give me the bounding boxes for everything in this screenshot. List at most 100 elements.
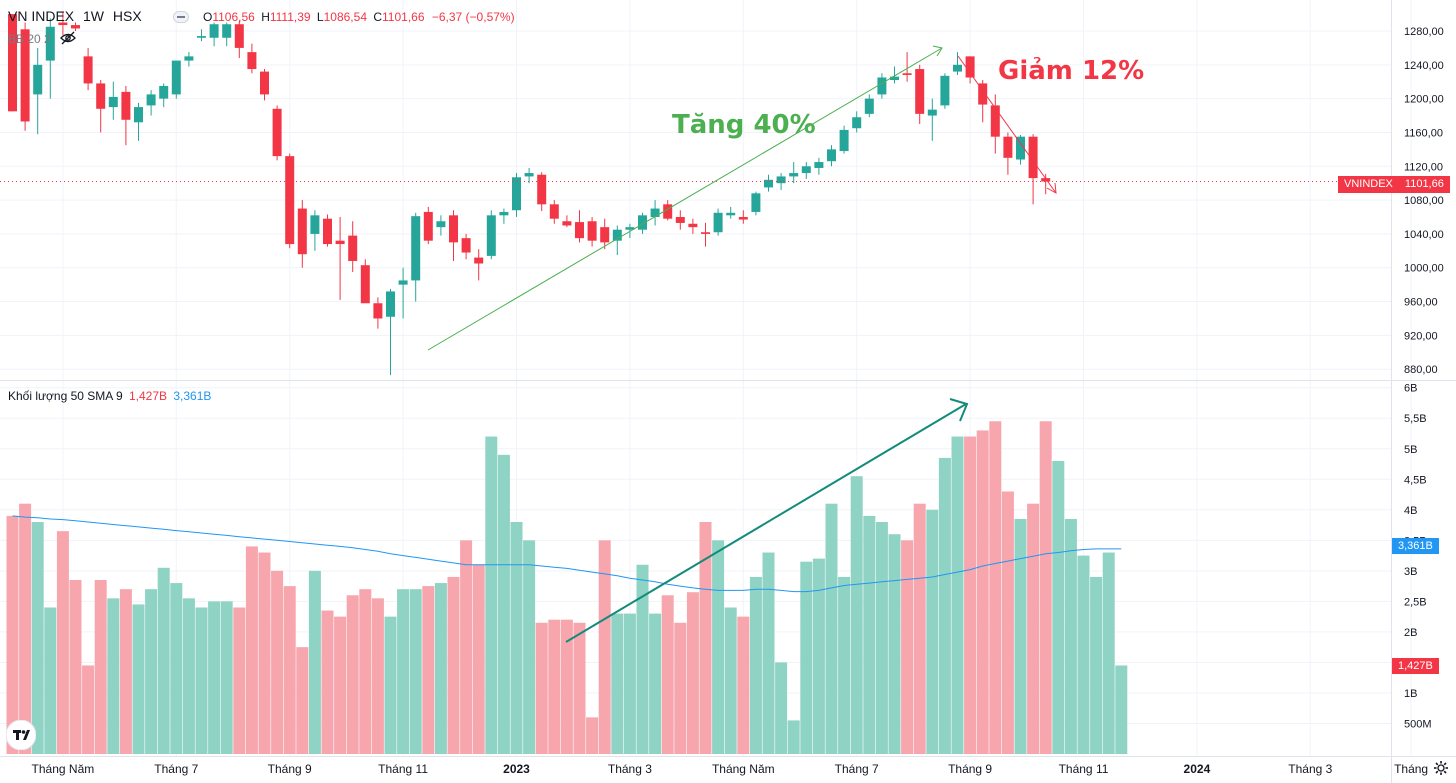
low-label: L	[316, 10, 324, 24]
candle	[726, 206, 736, 219]
candle	[247, 43, 257, 74]
price-tick-label: 1080,00	[1404, 195, 1444, 207]
candle-body	[33, 64, 43, 95]
time-axis-labels: Tháng Năm Tháng 7 Tháng 9 Tháng 11 2023 Tháng…	[32, 762, 1429, 776]
volume-tick-label: 4B	[1404, 505, 1417, 517]
candle	[335, 217, 345, 300]
volume-bar	[762, 552, 775, 754]
volume-bar	[220, 601, 233, 754]
volume-bar	[485, 436, 498, 754]
volume-bar	[636, 564, 649, 754]
collapse-pill-icon[interactable]	[173, 11, 189, 23]
symbol-name[interactable]: VN INDEX	[8, 8, 75, 24]
volume-bar	[1090, 576, 1103, 754]
volume-tick-label: 500M	[1404, 718, 1432, 730]
volume-bar	[586, 717, 599, 754]
volume-legend[interactable]: Khối lượng 50 SMA 9 1,427B 3,361B	[8, 389, 211, 403]
volume-tick-label: 6B	[1404, 383, 1417, 395]
open-label: O	[203, 10, 213, 24]
candle-body	[965, 56, 975, 78]
volume-bar	[371, 598, 384, 754]
arrow-down-head-icon	[1046, 182, 1057, 194]
symbol-legend[interactable]: VN INDEX 1W HSX	[8, 8, 142, 24]
candle	[915, 64, 925, 125]
time-tick-label: Tháng Năm	[712, 762, 775, 776]
candle	[990, 94, 1000, 154]
candle	[474, 249, 484, 281]
candle-body	[915, 69, 925, 114]
vol-arrow-line	[565, 403, 967, 643]
price-tick-label: 1200,00	[1404, 94, 1444, 106]
candle	[171, 60, 181, 99]
eye-off-icon[interactable]	[60, 31, 76, 45]
last-price-badge: VNINDEX 1101,66	[1338, 176, 1450, 193]
candle-body	[1003, 136, 1013, 158]
volume-bar	[1027, 503, 1040, 754]
price-tick-label: 1240,00	[1404, 60, 1444, 72]
volume-tick-label: 1B	[1404, 688, 1417, 700]
candle	[738, 210, 748, 224]
candle-body	[701, 232, 710, 234]
volume-bar	[548, 619, 561, 754]
volume-bar	[976, 430, 989, 754]
candle-body	[222, 24, 232, 38]
high-value: 1111,39	[269, 10, 311, 24]
candle-body	[83, 56, 93, 84]
candle	[83, 47, 93, 91]
price-tick-label: 1160,00	[1404, 127, 1443, 139]
volume-bar	[472, 564, 485, 754]
candle-body	[814, 162, 824, 168]
candle-body	[562, 221, 572, 226]
candle-body	[310, 215, 320, 234]
volume-tick-label: 2,5B	[1404, 596, 1427, 608]
volume-legend-name[interactable]: Khối lượng 50 SMA 9	[8, 389, 123, 403]
candle-body	[726, 212, 736, 216]
volume-bar	[31, 522, 44, 754]
volume-bar	[182, 598, 195, 754]
candle-body	[58, 22, 68, 26]
candle	[360, 259, 370, 304]
sma-badge: 3,361B	[1392, 538, 1439, 554]
trend-arrows	[427, 45, 1057, 643]
close-value: 1101,66	[382, 10, 425, 24]
candle	[524, 167, 534, 184]
bb-indicator-label[interactable]: BB 20 2	[8, 32, 51, 46]
volume-bar	[787, 720, 800, 754]
candle	[398, 267, 408, 319]
volume-bar	[812, 558, 825, 754]
candle-body	[612, 229, 622, 241]
volume-bars	[6, 421, 1128, 754]
candle	[978, 80, 988, 123]
price-tick-label: 1280,00	[1404, 26, 1444, 38]
bb-indicator-legend[interactable]: BB 20 2	[8, 31, 76, 46]
volume-bar	[1077, 555, 1090, 754]
annotation-down[interactable]: Giảm 12%	[998, 56, 1145, 86]
candle-body	[990, 105, 1000, 137]
candle-body	[373, 303, 383, 319]
volume-tick-label: 5,5B	[1404, 413, 1427, 425]
volume-tick-label: 2B	[1404, 627, 1417, 639]
settings-gear-icon[interactable]	[1433, 760, 1449, 776]
volume-bar	[283, 586, 296, 754]
volume-bar	[661, 595, 674, 754]
interval[interactable]: 1W	[83, 8, 105, 24]
tradingview-logo-icon[interactable]	[5, 719, 37, 751]
candle	[1016, 134, 1025, 165]
candle	[663, 200, 673, 221]
candle-body	[247, 52, 257, 70]
candle	[751, 191, 761, 216]
legend-toggle[interactable]	[173, 11, 189, 26]
time-tick-label: Tháng Năm	[32, 762, 95, 776]
high-label: H	[261, 10, 270, 24]
volume-bar	[1001, 491, 1014, 754]
volume-bar	[56, 531, 69, 754]
annotation-up[interactable]: Tăng 40%	[672, 110, 816, 140]
volume-bar	[598, 540, 611, 754]
volume-bar	[409, 589, 422, 754]
candle	[260, 69, 269, 101]
volume-bar	[724, 607, 737, 754]
candle	[549, 200, 559, 224]
candle-body	[776, 176, 786, 184]
